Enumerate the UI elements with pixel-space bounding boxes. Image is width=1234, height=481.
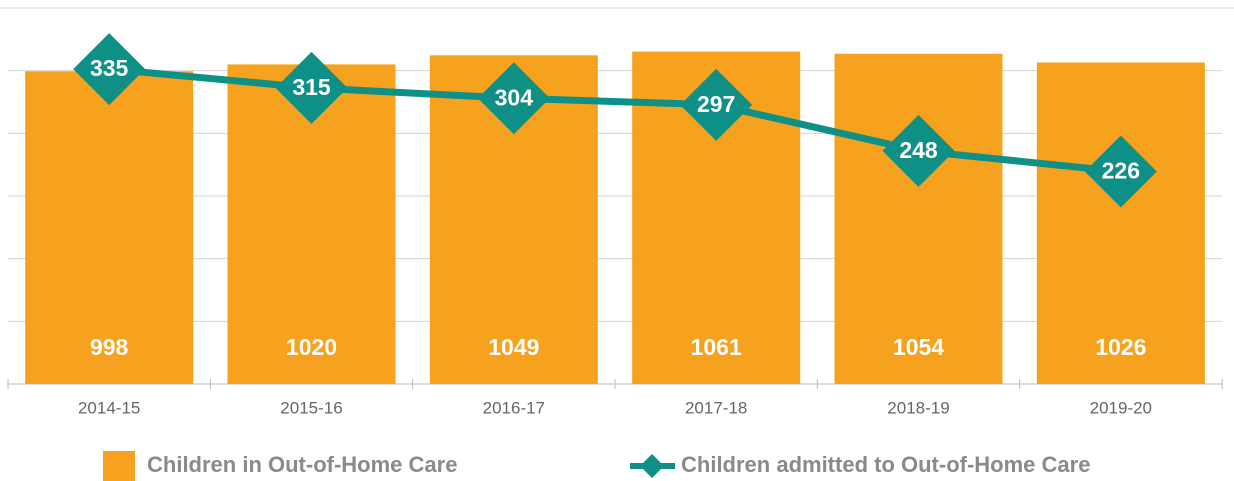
point-label: 315 xyxy=(292,74,331,100)
bar xyxy=(1036,62,1205,385)
bar-label: 1049 xyxy=(488,334,539,360)
point-label: 304 xyxy=(495,84,534,110)
marker xyxy=(477,62,550,135)
legend-swatch xyxy=(103,451,135,481)
marker xyxy=(882,114,955,187)
bar xyxy=(25,71,194,384)
point-label: 297 xyxy=(697,91,735,117)
x-tick-label: 2015-16 xyxy=(280,398,342,417)
x-tick-label: 2016-17 xyxy=(483,398,545,417)
bar xyxy=(834,53,1003,384)
bar-label: 998 xyxy=(90,334,129,360)
legend-marker xyxy=(640,454,664,478)
point-label: 226 xyxy=(1102,158,1140,184)
point-label: 335 xyxy=(90,55,129,81)
marker xyxy=(73,33,146,106)
x-tick-label: 2018-19 xyxy=(887,398,949,417)
bar-label: 1026 xyxy=(1095,334,1146,360)
x-tick-label: 2014-15 xyxy=(78,398,140,417)
legend-label: Children admitted to Out-of-Home Care xyxy=(681,452,1090,477)
legend-label: Children in Out-of-Home Care xyxy=(147,452,457,477)
marker xyxy=(275,51,348,124)
marker xyxy=(1084,135,1157,208)
bar-label: 1020 xyxy=(286,334,337,360)
x-tick-label: 2017-18 xyxy=(685,398,747,417)
point-label: 248 xyxy=(899,137,938,163)
line xyxy=(108,65,1122,176)
x-tick-label: 2019-20 xyxy=(1090,398,1152,417)
marker xyxy=(680,68,753,141)
bar-label: 1054 xyxy=(893,334,944,360)
bar-label: 1061 xyxy=(691,334,742,360)
